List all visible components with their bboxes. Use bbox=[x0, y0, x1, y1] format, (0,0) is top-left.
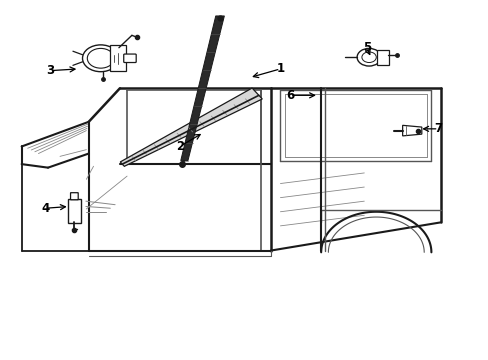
FancyBboxPatch shape bbox=[110, 45, 125, 71]
Text: 1: 1 bbox=[276, 62, 284, 75]
Text: 7: 7 bbox=[434, 122, 442, 135]
Circle shape bbox=[361, 52, 376, 63]
FancyBboxPatch shape bbox=[123, 54, 136, 63]
FancyBboxPatch shape bbox=[68, 199, 81, 223]
Text: 4: 4 bbox=[41, 202, 50, 215]
Text: 3: 3 bbox=[46, 64, 54, 77]
Polygon shape bbox=[181, 16, 224, 161]
Text: 5: 5 bbox=[362, 41, 370, 54]
Polygon shape bbox=[402, 125, 421, 136]
Text: 2: 2 bbox=[175, 140, 183, 153]
Polygon shape bbox=[120, 88, 262, 166]
Text: 6: 6 bbox=[285, 89, 294, 102]
FancyBboxPatch shape bbox=[376, 50, 388, 65]
Circle shape bbox=[87, 48, 114, 68]
Circle shape bbox=[82, 45, 119, 72]
FancyBboxPatch shape bbox=[70, 193, 78, 200]
Circle shape bbox=[356, 48, 380, 66]
